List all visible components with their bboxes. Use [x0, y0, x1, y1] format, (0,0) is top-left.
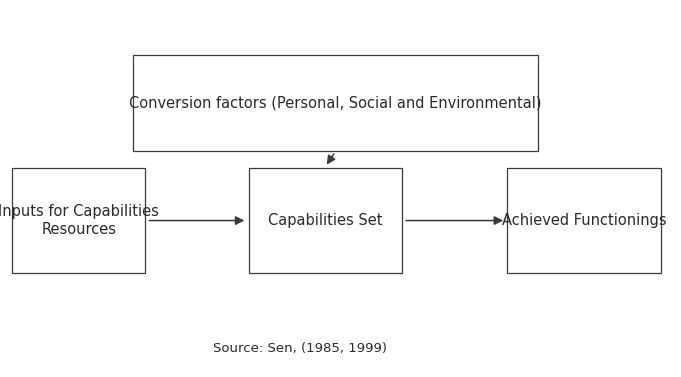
Text: Conversion factors (Personal, Social and Environmental): Conversion factors (Personal, Social and… — [129, 95, 541, 110]
Bar — [249, 168, 402, 273]
Bar — [12, 168, 145, 273]
Text: Achieved Functionings: Achieved Functionings — [502, 213, 666, 228]
Text: Source: Sen, (1985, 1999): Source: Sen, (1985, 1999) — [212, 342, 387, 355]
Text: Inputs for Capabilities
Resources: Inputs for Capabilities Resources — [0, 204, 159, 237]
Bar — [507, 168, 661, 273]
Text: Capabilities Set: Capabilities Set — [268, 213, 383, 228]
Bar — [133, 55, 538, 151]
